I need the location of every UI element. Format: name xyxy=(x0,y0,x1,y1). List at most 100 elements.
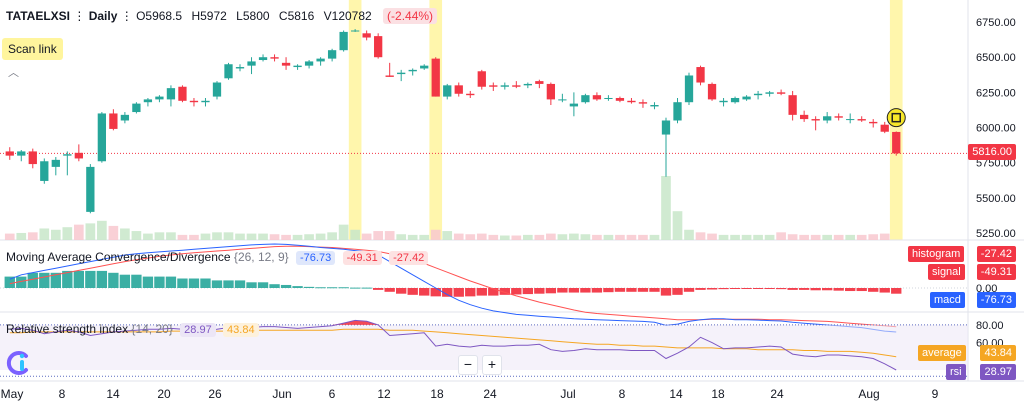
interval-label[interactable]: Daily xyxy=(88,9,118,23)
macd-tag-label: macd xyxy=(930,292,965,308)
x-axis-label: 18 xyxy=(711,387,725,401)
close-key: C xyxy=(278,9,288,23)
volume-bar xyxy=(223,232,234,240)
zoom-out-button[interactable]: − xyxy=(458,355,478,375)
volume-bar xyxy=(649,234,660,240)
zoom-in-button[interactable]: + xyxy=(482,355,502,375)
volume-bar xyxy=(718,234,729,240)
volume-bar xyxy=(97,220,107,240)
candle-body xyxy=(788,95,797,115)
candle-body xyxy=(569,103,579,107)
rsi-value-chip: 28.97 xyxy=(180,323,216,337)
histogram-tag-label: histogram xyxy=(908,246,965,262)
macd-histogram-bar xyxy=(821,288,833,291)
candle-body xyxy=(293,65,302,68)
volume-bar xyxy=(453,233,464,240)
candle-body xyxy=(880,124,889,132)
average-tag-label: average xyxy=(918,345,966,361)
volume-bar xyxy=(27,232,38,240)
macd-title: Moving Average Convergence/Divergence xyxy=(6,250,231,264)
candle-body xyxy=(627,100,636,103)
macd-histogram-bar xyxy=(752,288,764,289)
collapse-chevron-icon[interactable]: ︿ xyxy=(8,67,19,79)
rsi-average-chip: 43.84 xyxy=(223,323,259,337)
candle-body xyxy=(776,92,786,94)
candle-body xyxy=(811,119,820,121)
price-tick-label: 6500.00 xyxy=(976,52,1016,64)
open-value: 5968.5 xyxy=(145,9,183,23)
volume-bar xyxy=(810,234,821,240)
volume-bar xyxy=(856,234,867,240)
candle-body xyxy=(638,102,648,104)
volume-bar xyxy=(603,234,614,240)
volume-bar xyxy=(499,235,510,240)
x-axis-label: Jul xyxy=(560,387,575,401)
candle-body xyxy=(719,100,728,103)
last-price-tag: 5816.00 xyxy=(968,144,1016,160)
volume-bar xyxy=(661,176,671,240)
candle-body xyxy=(535,81,544,84)
volume-key: V xyxy=(323,9,332,23)
low-value: 5800 xyxy=(242,9,270,23)
x-axis-label: 14 xyxy=(669,387,683,401)
macd-histogram-bar xyxy=(396,288,407,294)
x-axis-label: 14 xyxy=(106,387,120,401)
volume-bar xyxy=(626,234,637,240)
volume-bar xyxy=(304,234,314,240)
candle-body xyxy=(869,121,878,124)
volume-bar xyxy=(833,234,844,240)
candle-body xyxy=(546,83,556,100)
candle-body xyxy=(443,85,452,97)
volume-bar xyxy=(246,233,257,240)
volume-bar xyxy=(787,234,798,240)
volume-bar xyxy=(580,234,591,240)
macd-histogram-bar xyxy=(234,280,246,288)
candle-body xyxy=(696,67,705,83)
volume-bar xyxy=(430,229,441,240)
macd-histogram-bar xyxy=(683,288,695,292)
volume-bar xyxy=(868,234,879,240)
highlight-band xyxy=(429,0,443,240)
scan-link-button[interactable]: Scan link xyxy=(2,38,63,60)
candle-body xyxy=(258,57,268,61)
macd-histogram-bar xyxy=(833,288,844,291)
candle-body xyxy=(350,30,360,32)
price-tick-label: 6000.00 xyxy=(976,123,1016,135)
candle-body xyxy=(385,75,394,77)
volume-bar xyxy=(419,234,430,240)
histogram-value-chip: -27.42 xyxy=(389,251,429,265)
macd-histogram-bar xyxy=(165,276,177,288)
candle-body xyxy=(86,166,95,212)
symbol-name[interactable]: TATAELXSI xyxy=(6,9,70,23)
candle-body xyxy=(212,82,222,97)
candle-body xyxy=(178,86,187,101)
macd-legend[interactable]: Moving Average Convergence/Divergence {2… xyxy=(6,250,429,265)
macd-histogram-bar xyxy=(27,272,38,288)
macd-histogram-bar xyxy=(591,288,603,293)
price-tick-label: 6250.00 xyxy=(976,87,1016,99)
macd-params: 26, 12, 9 xyxy=(237,250,285,264)
candle-body xyxy=(120,114,130,121)
signal-line xyxy=(9,245,897,328)
macd-line xyxy=(9,243,897,333)
macd-histogram-bar xyxy=(292,286,303,288)
macd-histogram-bar xyxy=(85,270,96,288)
candle-body xyxy=(109,113,118,129)
macd-histogram-bar xyxy=(349,287,361,289)
candle-body xyxy=(143,99,153,103)
macd-histogram-bar xyxy=(200,278,211,288)
volume-bar xyxy=(488,234,499,240)
candle-body xyxy=(581,95,590,103)
candle-body xyxy=(466,93,475,96)
x-axis-label: 8 xyxy=(619,387,626,401)
candle-body xyxy=(224,64,233,79)
candle-body xyxy=(684,75,694,103)
candle-body xyxy=(857,119,866,121)
volume-bar xyxy=(695,232,706,240)
x-axis-label: 9 xyxy=(932,387,939,401)
price-tick-label: 5750.00 xyxy=(976,158,1016,170)
volume-value: 120782 xyxy=(331,9,372,23)
rsi-legend[interactable]: Relative strength index {14, 20} 28.97 4… xyxy=(6,322,259,337)
volume-bar xyxy=(396,234,407,240)
